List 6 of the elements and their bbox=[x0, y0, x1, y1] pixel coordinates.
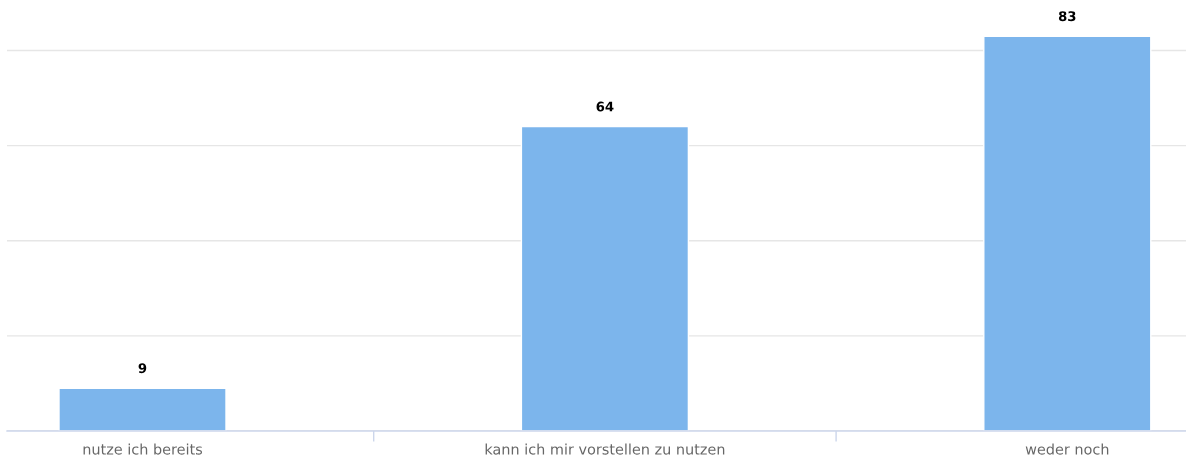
x-tick-label: weder noch bbox=[1025, 443, 1109, 455]
x-tick-label: kann ich mir vorstellen zu nutzen bbox=[485, 443, 725, 455]
data-label: 64 bbox=[596, 101, 614, 112]
data-label: 83 bbox=[1058, 11, 1076, 22]
x-tick-label: nutze ich bereits bbox=[83, 443, 203, 455]
data-label: 9 bbox=[138, 363, 147, 374]
